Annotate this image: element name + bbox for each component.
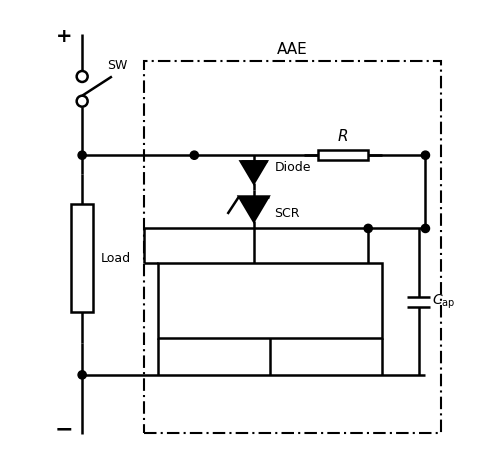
Polygon shape: [239, 197, 269, 221]
Polygon shape: [241, 161, 267, 183]
Text: −: −: [54, 420, 73, 440]
Text: $R$: $R$: [338, 128, 349, 144]
Circle shape: [78, 151, 87, 159]
Text: SCR: SCR: [274, 207, 300, 220]
Text: +: +: [56, 27, 72, 46]
Text: Diode: Diode: [274, 161, 311, 174]
Circle shape: [422, 151, 430, 159]
Text: Load: Load: [101, 252, 131, 265]
Bar: [71, 204, 93, 312]
Text: 监视驱动模块: 监视驱动模块: [242, 293, 297, 308]
Circle shape: [422, 224, 430, 233]
Circle shape: [78, 371, 87, 379]
Bar: [318, 150, 368, 160]
Text: $C_\mathrm{ap}$: $C_\mathrm{ap}$: [432, 293, 456, 311]
Text: SW: SW: [107, 60, 128, 72]
Text: AAE: AAE: [277, 42, 308, 57]
Circle shape: [364, 224, 372, 233]
Circle shape: [190, 151, 198, 159]
Bar: [157, 263, 382, 338]
Bar: [144, 62, 442, 433]
